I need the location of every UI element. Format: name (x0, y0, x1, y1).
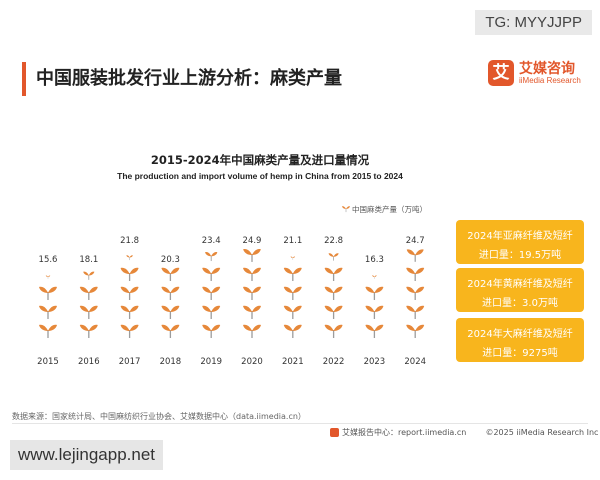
sprout-2022-3 (324, 286, 343, 300)
sprout-2017-2 (120, 305, 139, 319)
import-box-hemp: 2024年大麻纤维及短纤 进口量：9275吨 (456, 318, 584, 362)
x-tick-2024: 2024 (404, 357, 426, 367)
sprout-2018-3 (161, 286, 180, 300)
sprout-2015-1 (39, 324, 57, 338)
sprout-2020-3 (243, 286, 261, 300)
import-box-flax-value: 进口量：19.5万吨 (478, 250, 562, 261)
legend-sprout-icon (341, 206, 351, 213)
x-tick-2018: 2018 (160, 357, 182, 367)
logo-name-en: iiMedia Research (519, 76, 581, 85)
sprout-2021-1 (283, 324, 302, 338)
x-tick-2019: 2019 (200, 357, 222, 367)
sprout-2021-2 (283, 305, 302, 319)
x-tick-2017: 2017 (119, 357, 141, 367)
chart-legend: 中国麻类产量（万吨） (341, 204, 427, 214)
import-box-jute: 2024年黄麻纤维及短纤 进口量：3.0万吨 (456, 268, 584, 312)
sprout-2023-partial (372, 275, 377, 279)
sprout-2024-4 (406, 267, 425, 281)
sprout-2023-2 (365, 305, 384, 319)
sprout-2022-2 (324, 305, 343, 319)
sprout-2019-partial (205, 252, 218, 262)
data-label-2021: 21.1 (283, 236, 302, 246)
x-tick-2015: 2015 (37, 357, 59, 367)
sprout-2019-1 (202, 324, 221, 338)
import-box-flax-title: 2024年亚麻纤维及短纤 (467, 231, 573, 242)
data-label-2019: 23.4 (202, 236, 221, 246)
sprout-2020-2 (243, 305, 261, 319)
sprout-2017-4 (120, 267, 139, 281)
data-source: 数据来源：国家统计局、中国麻纺织行业协会、艾媒数据中心（data.iimedia… (12, 412, 306, 421)
sprout-2021-3 (283, 286, 302, 300)
page-title: 中国服装批发行业上游分析：麻类产量 (36, 68, 342, 89)
sprout-2019-4 (202, 267, 221, 281)
data-label-2018: 20.3 (161, 255, 180, 265)
sprout-2016-3 (79, 286, 98, 300)
sprout-2024-2 (406, 305, 425, 319)
data-label-2022: 22.8 (324, 236, 343, 246)
data-label-2020: 24.9 (243, 236, 262, 246)
sprout-2016-2 (79, 305, 98, 319)
title-accent-bar (22, 62, 26, 96)
report-center-icon (330, 428, 339, 437)
logo-mark-icon: 艾 (488, 60, 514, 86)
x-tick-2016: 2016 (78, 357, 100, 367)
sprout-2016-partial (83, 271, 95, 280)
sprout-2022-4 (324, 267, 343, 281)
sprout-2022-1 (324, 324, 343, 338)
import-box-hemp-value: 进口量：9275吨 (482, 348, 558, 359)
sprout-2015-3 (39, 286, 57, 300)
sprout-2021-partial (290, 256, 296, 260)
watermark-tg: TG: MYYJJPP (475, 10, 592, 35)
x-tick-2023: 2023 (364, 357, 386, 367)
sprout-2024-1 (406, 324, 425, 338)
footer-copyright: ©2025 iiMedia Research Inc (485, 428, 599, 437)
import-box-jute-title: 2024年黄麻纤维及短纤 (467, 279, 573, 290)
iimedia-logo: 艾 艾媒咨询 iiMedia Research (488, 58, 588, 92)
sprout-2024-3 (406, 286, 425, 300)
legend-label: 中国麻类产量（万吨） (352, 204, 427, 214)
watermark-url: www.lejingapp.net (10, 440, 164, 470)
sprout-2024-partial (406, 249, 424, 262)
sprout-2022-partial (328, 253, 339, 261)
sprout-2019-2 (202, 305, 221, 319)
chart-subtitle: The production and import volume of hemp… (117, 171, 403, 181)
data-label-2024: 24.7 (406, 236, 425, 246)
sprout-2015-2 (39, 305, 57, 319)
sprout-2020-1 (243, 324, 261, 338)
sprout-2023-3 (365, 286, 384, 300)
footer: 艾媒报告中心：report.iimedia.cn ©2025 iiMedia R… (330, 427, 598, 438)
import-box-flax: 2024年亚麻纤维及短纤 进口量：19.5万吨 (456, 220, 584, 264)
x-tick-2020: 2020 (241, 357, 263, 367)
hemp-production-chart: 中国麻类产量（万吨） 15.6 2015 18.1 2016 21.8 2017 20.3 2… (37, 204, 427, 367)
data-label-2016: 18.1 (79, 255, 98, 265)
sprout-2017-3 (120, 286, 139, 300)
sprout-2018-1 (161, 324, 180, 338)
data-label-2023: 16.3 (365, 255, 384, 265)
sprout-2019-3 (202, 286, 221, 300)
x-tick-2021: 2021 (282, 357, 304, 367)
sprout-2018-2 (161, 305, 180, 319)
sprout-2017-partial (126, 255, 133, 261)
sprout-2020-partial (243, 248, 261, 262)
import-box-jute-value: 进口量：3.0万吨 (482, 298, 558, 309)
data-label-2015: 15.6 (39, 255, 58, 265)
chart-marks: 15.6 2015 18.1 2016 21.8 2017 20.3 2018 23.4 2019… (37, 236, 426, 367)
sprout-2020-4 (243, 267, 261, 281)
sprout-2015-partial (45, 275, 51, 279)
chart-title: 2015-2024年中国麻类产量及进口量情况 (150, 153, 370, 167)
footer-divider (12, 423, 588, 424)
sprout-2017-1 (120, 324, 139, 338)
x-tick-2022: 2022 (323, 357, 345, 367)
logo-name-cn: 艾媒咨询 (519, 61, 575, 77)
sprout-2023-1 (365, 324, 384, 338)
sprout-2016-1 (79, 324, 98, 338)
footer-report: 艾媒报告中心：report.iimedia.cn (342, 428, 467, 437)
sprout-2018-4 (161, 267, 180, 281)
sprout-2021-4 (283, 267, 302, 281)
import-box-hemp-title: 2024年大麻纤维及短纤 (467, 329, 573, 340)
data-label-2017: 21.8 (120, 236, 139, 246)
